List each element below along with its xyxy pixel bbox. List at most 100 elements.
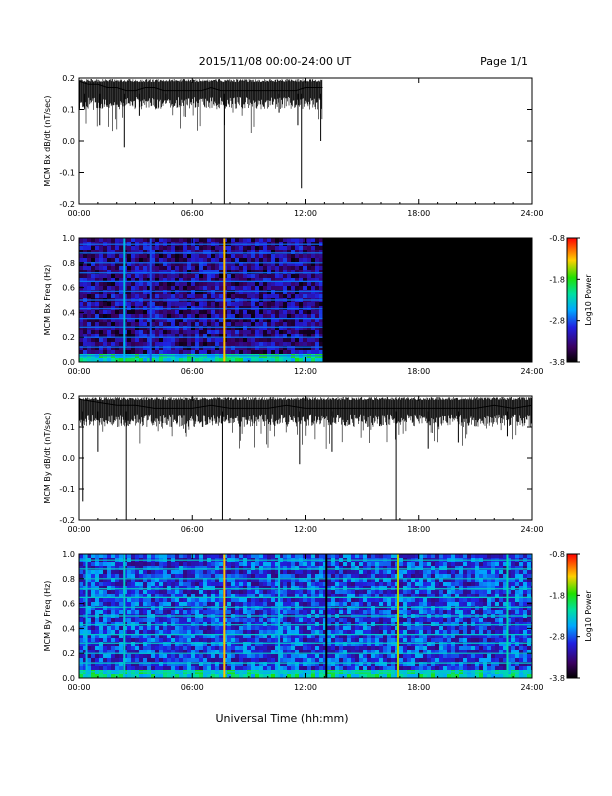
heatmap-cell: [251, 322, 255, 326]
heatmap-cell: [315, 246, 319, 250]
heatmap-cell: [295, 326, 299, 330]
heatmap-cell: [183, 342, 187, 346]
heatmap-cell: [243, 658, 247, 662]
heatmap-cell: [311, 350, 315, 354]
heatmap-cell: [103, 282, 107, 286]
heatmap-cell: [403, 610, 407, 614]
heatmap-cell: [231, 626, 235, 630]
heatmap-cell: [155, 574, 159, 578]
heatmap-cell: [255, 562, 259, 566]
heatmap-cell: [255, 326, 259, 330]
heatmap-cell: [163, 626, 167, 630]
heatmap-cell: [199, 246, 203, 250]
heatmap-cell: [187, 638, 191, 642]
heatmap-cell: [107, 654, 111, 658]
heatmap-cell: [207, 342, 211, 346]
heatmap-cell: [207, 646, 211, 650]
heatmap-cell: [167, 606, 171, 610]
heatmap-cell: [303, 286, 307, 290]
heatmap-cell: [439, 606, 443, 610]
heatmap-cell: [359, 610, 363, 614]
heatmap-cell: [307, 254, 311, 258]
heatmap-cell: [211, 602, 215, 606]
heatmap-cell: [419, 610, 423, 614]
heatmap-cell: [215, 270, 219, 274]
heatmap-cell: [387, 598, 391, 602]
heatmap-cell: [199, 562, 203, 566]
heatmap-cell: [175, 630, 179, 634]
heatmap-cell: [131, 326, 135, 330]
heatmap-cell: [171, 270, 175, 274]
heatmap-cell: [239, 610, 243, 614]
heatmap-cell: [311, 598, 315, 602]
heatmap-cell: [119, 570, 123, 574]
heatmap-cell: [187, 258, 191, 262]
heatmap-cell: [183, 654, 187, 658]
heatmap-cell: [291, 602, 295, 606]
heatmap-cell: [87, 310, 91, 314]
heatmap-cell: [211, 582, 215, 586]
heatmap-cell: [319, 254, 322, 258]
heatmap-cell: [283, 598, 287, 602]
heatmap-cell: [399, 590, 403, 594]
heatmap-cell: [215, 274, 219, 278]
heatmap-cell: [163, 358, 167, 362]
heatmap-cell: [319, 590, 323, 594]
heatmap-cell: [263, 658, 267, 662]
heatmap-cell: [303, 602, 307, 606]
heatmap-cell: [291, 654, 295, 658]
heatmap-cell: [267, 626, 271, 630]
heatmap-cell: [315, 322, 319, 326]
heatmap-cell: [107, 290, 111, 294]
heatmap-cell: [175, 658, 179, 662]
heatmap-cell: [235, 674, 239, 678]
heatmap-cell: [119, 658, 123, 662]
heatmap-cell: [291, 638, 295, 642]
heatmap-cell: [283, 582, 287, 586]
heatmap-cell: [231, 646, 235, 650]
heatmap-cell: [315, 570, 319, 574]
heatmap-cell: [439, 586, 443, 590]
heatmap-cell: [427, 630, 431, 634]
heatmap-cell: [91, 674, 95, 678]
heatmap-cell: [203, 622, 207, 626]
heatmap-cell: [331, 590, 335, 594]
heatmap-cell: [219, 586, 223, 590]
heatmap-cell: [127, 610, 131, 614]
heatmap-cell: [407, 562, 411, 566]
heatmap-cell: [107, 270, 111, 274]
heatmap-cell: [139, 582, 143, 586]
heatmap-cell: [175, 582, 179, 586]
heatmap-cell: [211, 606, 215, 610]
heatmap-cell: [203, 302, 207, 306]
heatmap-cell: [367, 570, 371, 574]
heatmap-cell: [167, 574, 171, 578]
heatmap-cell: [103, 570, 107, 574]
heatmap-cell: [107, 586, 111, 590]
heatmap-cell: [135, 238, 139, 242]
heatmap-cell: [175, 290, 179, 294]
heatmap-cell: [447, 666, 451, 670]
heatmap-cell: [187, 574, 191, 578]
heatmap-cell: [135, 290, 139, 294]
heatmap-cell: [335, 638, 339, 642]
heatmap-cell: [211, 322, 215, 326]
heatmap-cell: [431, 666, 435, 670]
heatmap-cell: [303, 574, 307, 578]
heatmap-cell: [103, 330, 107, 334]
heatmap-cell: [247, 646, 251, 650]
heatmap-cell: [263, 306, 267, 310]
heatmap-cell: [399, 630, 403, 634]
heatmap-cell: [163, 338, 167, 342]
heatmap-cell: [207, 294, 211, 298]
heatmap-cell: [371, 574, 375, 578]
heatmap-cell: [227, 642, 231, 646]
heatmap-cell: [419, 638, 423, 642]
heatmap-cell: [427, 590, 431, 594]
heatmap-cell: [415, 626, 419, 630]
heatmap-cell: [287, 570, 291, 574]
heatmap-cell: [271, 610, 275, 614]
heatmap-cell: [391, 638, 395, 642]
heatmap-cell: [179, 674, 183, 678]
